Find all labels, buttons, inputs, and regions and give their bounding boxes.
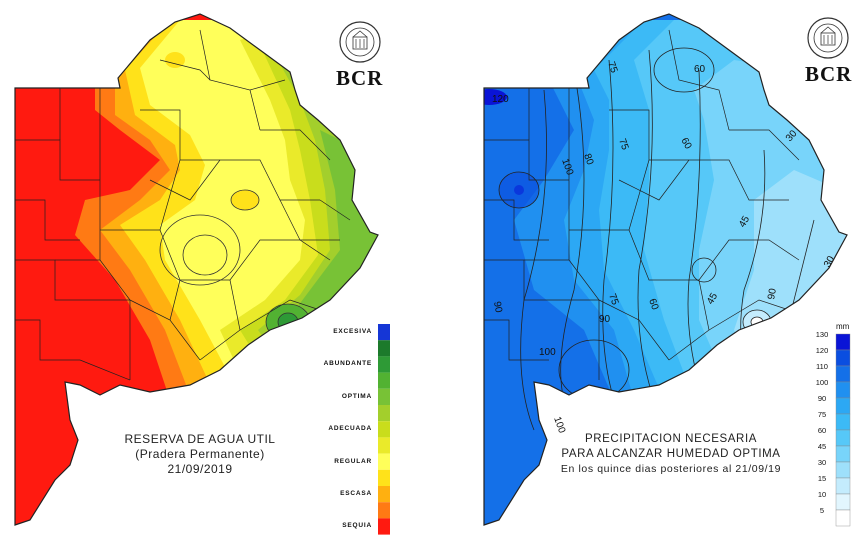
- legend-swatch: [378, 437, 390, 454]
- contour-label: 75: [616, 137, 630, 152]
- scale-swatch: [835, 349, 851, 367]
- caption-subtitle: PARA ALCANZAR HUMEDAD OPTIMA: [561, 448, 781, 460]
- precipitation-map: 120 100 100 90 90 80 75 75 75 60 60 60 4…: [483, 13, 851, 527]
- legend-label: OPTIMA: [341, 392, 372, 400]
- scale-swatch: [835, 333, 851, 351]
- caption-subtitle: (Pradera Permanente): [135, 447, 265, 461]
- caption-title: RESERVA DE AGUA UTIL: [124, 432, 276, 446]
- scale-value-label: 15: [817, 474, 827, 483]
- reserve-legend: [378, 324, 390, 535]
- scale-value-label: 100: [815, 378, 829, 387]
- precipitation-caption: PRECIPITACION NECESARIA PARA ALCANZAR HU…: [546, 432, 796, 477]
- legend-swatch: [378, 502, 390, 519]
- bcr-logo-text: BCR: [336, 66, 384, 90]
- scale-value-label: 120: [815, 346, 829, 355]
- legend-swatch: [378, 372, 390, 389]
- legend-label: ABUNDANTE: [323, 360, 372, 368]
- caption-date: 21/09/2019: [167, 462, 233, 476]
- province-outline-right: [483, 13, 848, 526]
- bcr-seal-logo: [806, 16, 850, 60]
- legend-swatch: [378, 388, 390, 405]
- caption-date: En los quince dias posteriores al 21/09/…: [560, 463, 782, 475]
- scale-value-label: 130: [815, 330, 829, 339]
- water-reserve-map-panel: BCR RESERVA DE AGUA UTIL (Pradera Perman…: [14, 13, 390, 535]
- legend-swatch: [378, 356, 390, 373]
- legend-label: EXCESIVA: [333, 328, 372, 335]
- contour-label: 75: [605, 60, 619, 75]
- precipitation-scale: [835, 333, 851, 527]
- scale-swatch: [835, 381, 851, 399]
- contour-label: 75: [606, 292, 620, 307]
- contour-label: 80: [581, 152, 595, 167]
- county-borders: [15, 29, 351, 381]
- contour-label: 100: [539, 347, 556, 358]
- scale-value-label: 110: [816, 362, 828, 371]
- legend-swatch: [378, 421, 390, 438]
- legend-label: ADECUADA: [328, 425, 372, 433]
- contour-label: 30: [822, 254, 837, 270]
- scale-value-label: 75: [817, 410, 827, 419]
- contour-label: 90: [491, 301, 504, 314]
- scale-unit-label: mm: [836, 322, 850, 331]
- province-outline: [14, 13, 379, 526]
- legend-swatch: [378, 324, 390, 341]
- county-borders-right: [484, 29, 800, 380]
- scale-swatch: [835, 477, 851, 495]
- contour-label: 90: [766, 287, 779, 300]
- bcr-logo-text: BCR: [805, 62, 853, 86]
- scale-value-label: 10: [817, 490, 827, 499]
- legend-swatch: [378, 486, 390, 503]
- scale-value-label: 5: [819, 506, 825, 515]
- scale-swatch: [835, 461, 851, 479]
- bcr-seal-logo: [338, 20, 382, 64]
- contour-label: 45: [737, 214, 752, 230]
- legend-swatch: [378, 453, 390, 470]
- scale-value-label: 90: [817, 394, 827, 403]
- scale-swatch: [835, 445, 851, 463]
- legend-swatch: [378, 340, 390, 357]
- legend-swatch: [378, 518, 390, 535]
- caption-title: PRECIPITACION NECESARIA: [584, 433, 758, 445]
- contour-label: 45: [705, 291, 720, 307]
- scale-swatch: [835, 509, 851, 527]
- contour-label: 60: [694, 64, 706, 75]
- legend-swatch: [378, 469, 390, 486]
- scale-swatch: [835, 429, 851, 447]
- scale-value-label: 60: [817, 426, 827, 435]
- legend-label: REGULAR: [334, 457, 372, 465]
- contour-label: 60: [646, 297, 660, 312]
- contour-labels: 120 100 100 90 90 80 75 75 75 60 60 60 4…: [491, 60, 837, 435]
- legend-label: ESCASA: [340, 490, 372, 497]
- scale-swatch: [835, 413, 851, 431]
- scale-value-label: 30: [817, 458, 827, 467]
- legend-label: SEQUIA: [342, 522, 372, 530]
- water-reserve-map: [14, 13, 390, 535]
- scale-swatch: [835, 493, 851, 511]
- scale-swatch: [835, 397, 851, 415]
- scale-swatch: [835, 365, 851, 383]
- scale-value-label: 45: [817, 442, 827, 451]
- legend-swatch: [378, 405, 390, 422]
- precipitation-map-panel: 120 100 100 90 90 80 75 75 75 60 60 60 4…: [434, 0, 868, 543]
- contour-label: 90: [599, 314, 611, 325]
- contour-label: 120: [492, 94, 509, 105]
- water-reserve-caption: RESERVA DE AGUA UTIL (Pradera Permanente…: [105, 432, 295, 477]
- contour-label: 60: [678, 136, 693, 152]
